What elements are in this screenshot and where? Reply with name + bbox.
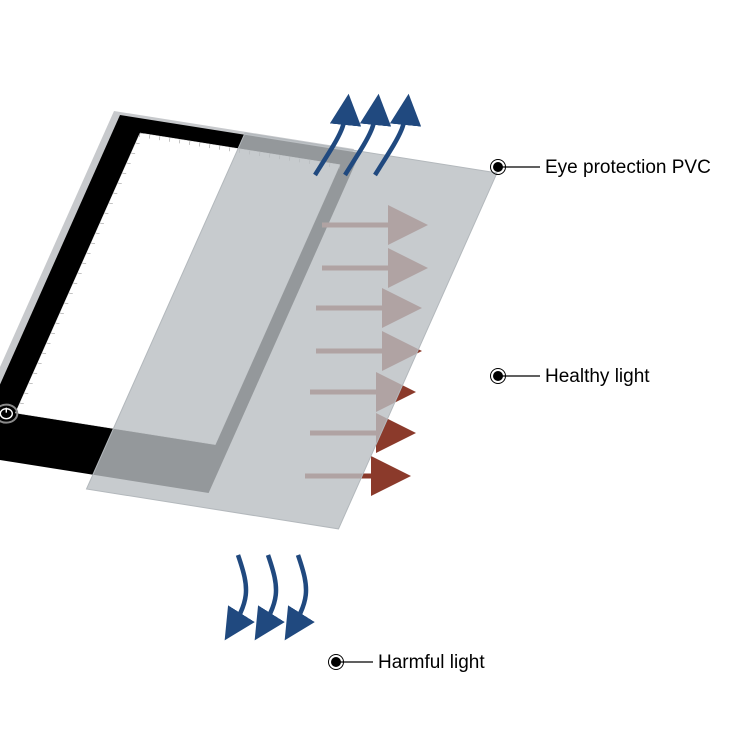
diagram-stage: Eye protection PVC Healthy light Harmful…: [0, 0, 750, 750]
blue-arrows-bottom: [228, 555, 306, 635]
diagram-svg: [0, 0, 750, 750]
